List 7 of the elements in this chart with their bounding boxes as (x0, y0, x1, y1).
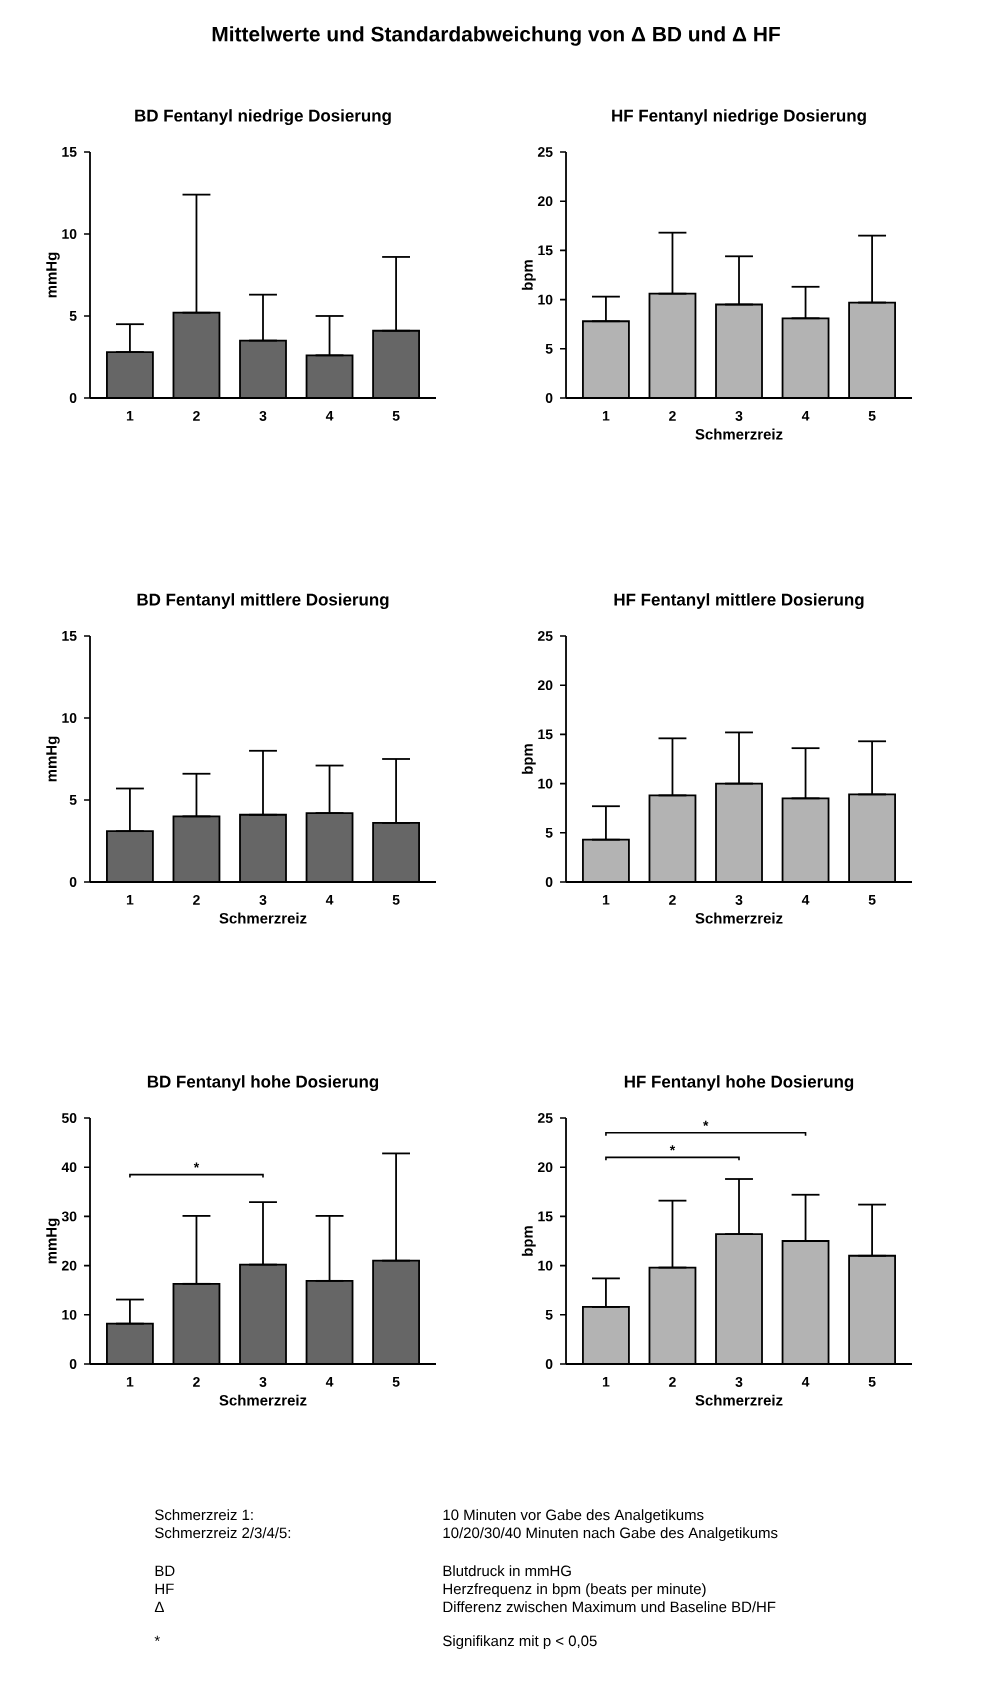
chart-title: BD Fentanyl hohe Dosierung (147, 1075, 379, 1092)
chart-title: BD Fentanyl mittlere Dosierung (137, 593, 389, 610)
chart-title: HF Fentanyl niedrige Dosierung (612, 109, 866, 126)
text: Mittelwerte und Standardabweichung von Δ BD und Δ HF (212, 26, 780, 46)
chart-title: HF Fentanyl mittlere Dosierung (614, 593, 864, 610)
chart-title: BD Fentanyl niedrige Dosierung (135, 109, 391, 126)
chart-title: HF Fentanyl hohe Dosierung (624, 1075, 854, 1092)
